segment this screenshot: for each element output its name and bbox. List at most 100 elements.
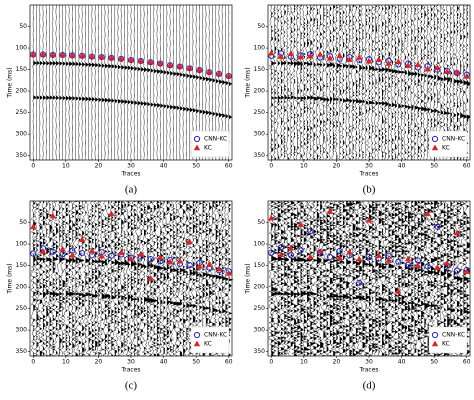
panel-label: (c) [125,380,138,392]
marker [434,264,441,270]
x-tick-label: 50 [430,359,438,366]
marker [287,50,295,56]
marker [215,265,223,272]
x-tick-label: 50 [192,359,200,366]
y-tick-label: 200 [16,88,28,95]
trace-wiggle [326,201,335,357]
trace-wiggle [353,4,361,161]
trace-wiggle [61,4,67,160]
marker [385,256,392,263]
marker [108,252,115,259]
trace-wiggle [271,200,280,357]
marker [176,257,184,264]
marker [307,253,314,260]
trace-wiggle [131,200,139,357]
marker [49,212,57,219]
trace-wiggle [334,4,341,161]
trace-wiggle [386,4,394,161]
trace-wiggle [327,4,335,161]
trace-wiggle [357,4,363,161]
marker [147,58,154,65]
marker [30,51,37,57]
trace-wiggle [81,4,86,161]
marker [108,54,115,61]
y-tick-label: 350 [16,152,28,159]
trace-fill [382,201,386,356]
trace-wiggle [323,200,331,357]
legend-box [428,326,468,354]
marker [166,61,174,68]
marker [365,57,373,64]
y-tick-label: 150 [16,66,28,73]
trace-wiggle [359,200,368,357]
marker [69,251,76,258]
trace-wiggle [225,200,234,357]
trace-fill [421,5,426,160]
trace-wiggle [175,4,180,160]
trace-fill [307,201,311,356]
marker [39,248,47,255]
trace-wiggle [268,4,275,161]
x-tick-label: 40 [160,163,168,170]
trace-wiggle [372,200,381,357]
marker [463,72,470,79]
trace-wiggle [317,200,324,357]
y-tick-label: 200 [254,88,266,95]
trace-wiggle [154,200,162,357]
x-tick-label: 0 [31,359,35,366]
trace-wiggle [146,4,151,161]
marker [176,63,184,69]
trace-fill [218,5,223,160]
trace-wiggle [76,200,84,357]
trace-wiggle [140,4,145,161]
trace-wiggle [294,200,302,357]
x-tick-label: 30 [365,163,373,170]
y-axis-label: Time (ms) [7,263,14,294]
marker [196,262,203,269]
trace-fill [222,201,227,356]
trace-fill [33,201,37,356]
trace-wiggle [74,4,79,161]
trace-fill [365,201,370,356]
marker [356,279,363,286]
trace-wiggle [349,200,358,357]
trace-wiggle [399,4,407,161]
marker [453,69,461,75]
marker [346,248,353,255]
trace-fill [355,5,360,160]
trace-wiggle [78,5,83,161]
y-tick-label: 350 [254,152,266,159]
marker [127,56,135,63]
legend-label: KC [442,341,450,348]
x-tick-label: 20 [95,163,103,170]
marker [434,223,441,230]
trace-wiggle [340,4,348,161]
trace-wiggle [37,200,45,357]
trace-wiggle [275,5,282,161]
marker [49,248,56,255]
trace-wiggle [370,4,377,161]
trace-fill [43,201,46,356]
trace-wiggle [281,200,289,357]
x-tick-label: 10 [62,163,70,170]
trace-wiggle [382,200,389,357]
y-tick-label: 50 [19,23,27,30]
trace-fill [189,201,194,356]
y-tick-label: 50 [257,23,265,30]
marker [346,56,353,62]
trace-fill [342,5,347,160]
trace-wiggle [311,4,318,161]
trace-wiggle [305,4,312,161]
trace-wiggle [380,4,387,161]
trace-wiggle [42,4,47,160]
marker [375,56,383,62]
trace-wiggle [314,4,322,161]
marker [277,244,285,251]
trace-fill [274,5,278,160]
marker [186,64,193,71]
x-tick-label: 0 [269,359,273,366]
x-tick-label: 10 [300,163,308,170]
trace-fill [388,201,393,356]
trace-wiggle [56,200,64,357]
